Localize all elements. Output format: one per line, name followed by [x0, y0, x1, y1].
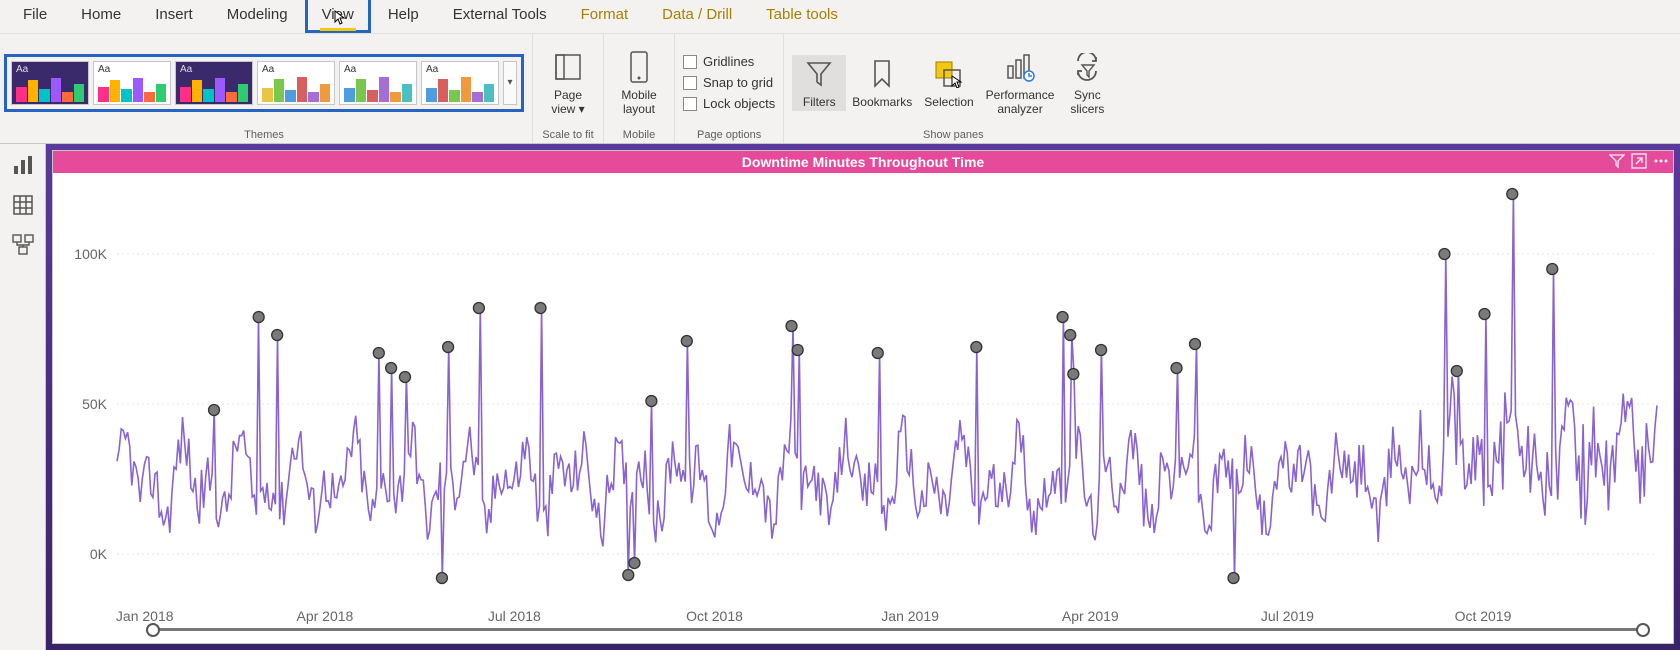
svg-text:Apr 2018: Apr 2018	[296, 608, 353, 624]
svg-text:Jul 2018: Jul 2018	[488, 608, 541, 624]
funnel-icon	[806, 57, 832, 91]
page-options-group-label: Page options	[683, 127, 775, 141]
mobile-icon	[628, 50, 650, 84]
chart-plot-area: 0K 50K 100K Jan 2018 Apr 2018 Jul 2018 Oct 201…	[53, 173, 1673, 643]
menu-data[interactable]: Data / Drill	[645, 0, 749, 33]
svg-text:Apr 2019: Apr 2019	[1062, 608, 1119, 624]
svg-text:Jan 2018: Jan 2018	[116, 608, 174, 624]
scale-group-label: Scale to fit	[541, 127, 595, 141]
lock-label: Lock objects	[703, 96, 775, 111]
report-view-icon[interactable]	[12, 154, 34, 176]
menu-view-label: View	[322, 6, 354, 23]
visual-title-text: Downtime Minutes Throughout Time	[742, 154, 984, 170]
svg-text:Oct 2019: Oct 2019	[1455, 608, 1512, 624]
performance-icon	[1005, 50, 1035, 84]
selection-button[interactable]: Selection	[918, 55, 979, 111]
data-view-icon[interactable]	[12, 194, 34, 216]
ribbon-group-mobile: Mobile layout Mobile	[604, 34, 675, 143]
time-range-slider[interactable]	[153, 623, 1643, 635]
svg-text:100K: 100K	[74, 246, 107, 262]
snap-checkbox[interactable]: Snap to grid	[683, 74, 773, 91]
theme-swatch[interactable]: Aa	[93, 61, 171, 105]
filters-label: Filters	[803, 95, 836, 109]
sync-slicers-button[interactable]: Sync slicers	[1060, 48, 1114, 118]
chart-visual[interactable]: Downtime Minutes Throughout Time 0K 50K 10…	[52, 150, 1674, 644]
menu-view[interactable]: View	[305, 0, 371, 33]
theme-swatch[interactable]: Aa	[339, 61, 417, 105]
lock-checkbox[interactable]: Lock objects	[683, 95, 775, 112]
model-view-icon[interactable]	[12, 234, 34, 256]
show-panes-group-label: Show panes	[792, 127, 1114, 141]
left-nav-rail	[0, 144, 46, 650]
bookmark-icon	[871, 57, 893, 91]
themes-gallery[interactable]: AaAaAaAaAaAa▾	[4, 54, 524, 112]
theme-swatch[interactable]: Aa	[175, 61, 253, 105]
theme-swatch[interactable]: Aa	[421, 61, 499, 105]
slider-track	[153, 628, 1643, 631]
mobile-group-label: Mobile	[612, 127, 666, 141]
svg-text:Jan 2019: Jan 2019	[881, 608, 939, 624]
line-chart: 0K 50K 100K Jan 2018 Apr 2018 Jul 2018 Oct 201…	[53, 173, 1673, 643]
performance-analyzer-button[interactable]: Performance analyzer	[980, 48, 1061, 118]
menu-home[interactable]: Home	[64, 0, 138, 33]
svg-text:50K: 50K	[82, 396, 108, 412]
theme-swatch[interactable]: Aa	[257, 61, 335, 105]
slider-knob-right[interactable]	[1636, 623, 1650, 637]
selection-label: Selection	[924, 95, 973, 109]
page-view-button[interactable]: Page view ▾	[541, 48, 595, 118]
checkbox-icon	[683, 97, 697, 111]
workspace: Downtime Minutes Throughout Time 0K 50K 10…	[0, 144, 1680, 650]
sync-icon	[1072, 50, 1102, 84]
ribbon-group-themes: AaAaAaAaAaAa▾ Themes	[0, 34, 533, 143]
mobile-layout-button[interactable]: Mobile layout	[612, 48, 666, 118]
ribbon: AaAaAaAaAaAa▾ Themes Page view ▾ Scale t…	[0, 34, 1680, 144]
svg-text:Jul 2019: Jul 2019	[1261, 608, 1314, 624]
page-view-label: Page view ▾	[551, 88, 584, 116]
menu-modeling[interactable]: Modeling	[210, 0, 305, 33]
theme-swatch[interactable]: Aa	[11, 61, 89, 105]
gridlines-checkbox[interactable]: Gridlines	[683, 53, 754, 70]
mobile-layout-label: Mobile layout	[621, 88, 656, 116]
performance-label: Performance analyzer	[986, 88, 1055, 116]
menu-insert[interactable]: Insert	[138, 0, 210, 33]
visual-title-bar: Downtime Minutes Throughout Time	[53, 151, 1673, 173]
bookmarks-label: Bookmarks	[852, 95, 912, 109]
menu-external[interactable]: External Tools	[436, 0, 564, 33]
report-canvas: Downtime Minutes Throughout Time 0K 50K 10…	[46, 144, 1680, 650]
snap-label: Snap to grid	[703, 75, 773, 90]
menubar: File Home Insert Modeling View Help Exte…	[0, 0, 1680, 34]
menu-format[interactable]: Format	[564, 0, 646, 33]
svg-text:0K: 0K	[90, 546, 108, 562]
bookmarks-button[interactable]: Bookmarks	[846, 55, 918, 111]
sync-label: Sync slicers	[1070, 88, 1104, 116]
ribbon-group-page-options: Gridlines Snap to grid Lock objects Page…	[675, 34, 784, 143]
checkbox-icon	[683, 76, 697, 90]
ribbon-group-show-panes: Filters Bookmarks Selection Performance …	[784, 34, 1122, 143]
visual-filter-icon[interactable]	[1609, 153, 1625, 169]
menu-file[interactable]: File	[6, 0, 64, 33]
page-view-icon	[553, 50, 583, 84]
visual-more-icon[interactable]	[1653, 153, 1669, 169]
ribbon-group-scale: Page view ▾ Scale to fit	[533, 34, 604, 143]
slider-knob-left[interactable]	[146, 623, 160, 637]
gridlines-label: Gridlines	[703, 54, 754, 69]
checkbox-icon	[683, 55, 697, 69]
svg-text:Oct 2018: Oct 2018	[686, 608, 743, 624]
filters-button[interactable]: Filters	[792, 55, 846, 111]
selection-icon	[934, 57, 964, 91]
themes-more-button[interactable]: ▾	[503, 61, 517, 105]
visual-focus-icon[interactable]	[1631, 153, 1647, 169]
themes-group-label: Themes	[4, 127, 524, 141]
menu-table[interactable]: Table tools	[749, 0, 855, 33]
menu-help[interactable]: Help	[371, 0, 436, 33]
